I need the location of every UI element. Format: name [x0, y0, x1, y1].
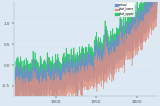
Legend: actual, yhat_lower, yhat_upper: actual, yhat_lower, yhat_upper [115, 2, 136, 17]
